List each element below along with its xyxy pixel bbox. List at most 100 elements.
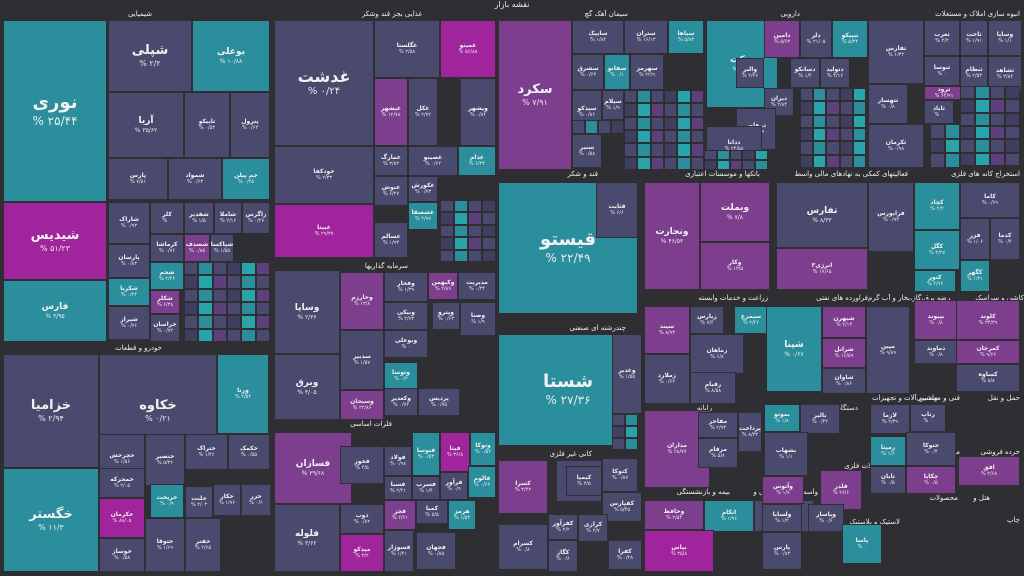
stock-tile[interactable]: کساوه% ۸/۸ <box>956 364 1020 392</box>
stock-tile[interactable]: ثتهساز% ۰/۸ <box>868 84 908 124</box>
stock-tile[interactable]: دماوند% ۰/۸ <box>914 340 958 364</box>
stock-tile[interactable]: تفارس% ۸/۳۳ <box>776 182 868 248</box>
small-stock-tile[interactable] <box>1005 139 1020 153</box>
small-stock-tile[interactable] <box>482 249 496 262</box>
small-stock-tile[interactable] <box>1005 99 1020 113</box>
stock-tile[interactable]: غمینو% ۵۶/۸۸ <box>440 20 496 78</box>
small-stock-tile[interactable] <box>624 156 638 170</box>
stock-tile[interactable]: وصنا% ۱/۹ <box>460 302 496 336</box>
small-stock-tile[interactable] <box>826 154 840 168</box>
stock-tile[interactable]: کگل% ۳/۲۷ <box>914 230 960 270</box>
stock-tile[interactable]: نوری% ۲۵/۴۴ <box>3 20 107 202</box>
stock-tile[interactable]: کسرا% ۳/۴۲ <box>498 460 548 514</box>
small-stock-tile[interactable] <box>227 302 242 316</box>
stock-tile[interactable]: فرابورس% ۰/۹۳ <box>868 182 914 252</box>
small-stock-tile[interactable] <box>184 288 199 302</box>
stock-tile[interactable]: ثکرمان% ۰/۹۸ <box>868 124 924 168</box>
stock-tile[interactable]: فسوژار% ۱/۲۱ <box>384 530 414 572</box>
stock-tile[interactable]: ونجارت% ۴۶/۵۳ <box>644 182 700 290</box>
stock-tile[interactable]: خزامیا% ۲/۹۴ <box>3 354 99 468</box>
stock-tile[interactable]: خکمک% ۰/۵۵ <box>228 434 270 470</box>
small-stock-tile[interactable] <box>826 114 840 128</box>
small-stock-tile[interactable] <box>677 116 691 130</box>
small-stock-tile[interactable] <box>690 103 704 117</box>
small-stock-tile[interactable] <box>960 86 975 100</box>
stock-tile[interactable]: بموتو% ۱/۸ <box>764 404 800 432</box>
small-stock-tile[interactable] <box>975 126 990 140</box>
small-stock-tile[interactable] <box>625 414 638 426</box>
stock-tile[interactable]: ثاخت% ۱/۹۱ <box>960 20 988 56</box>
small-stock-tile[interactable] <box>839 154 853 168</box>
stock-tile[interactable]: بپاس% ۳۵/۸ <box>644 530 714 572</box>
stock-tile[interactable]: شبهرن% ۲/۱۳ <box>822 306 866 338</box>
small-stock-tile[interactable] <box>664 130 678 144</box>
small-stock-tile[interactable] <box>468 249 482 262</box>
small-stock-tile[interactable] <box>677 103 691 117</box>
small-stock-tile[interactable] <box>241 315 256 329</box>
stock-tile[interactable]: وکار% ۱۳/۵ <box>700 242 770 290</box>
stock-tile[interactable]: شپاکسا% ۱/۵۵ <box>210 234 234 262</box>
small-stock-tile[interactable] <box>690 130 704 144</box>
stock-tile[interactable]: وسبحان% ۲۲/۸۶ <box>340 390 384 420</box>
stock-tile[interactable]: ثفارس% ۱/۳۲ <box>868 20 924 84</box>
stock-tile[interactable]: سدبیر% ۱/۵۷ <box>340 330 384 390</box>
stock-tile[interactable]: شپنا% ۰/۶۷ <box>766 306 822 392</box>
stock-tile[interactable]: فارس% ۳/۹۵ <box>3 280 107 342</box>
stock-tile[interactable]: مفاخر% ۲/۹۳ <box>698 412 738 438</box>
stock-tile[interactable]: وکغدیر% ۰/۷۲ <box>384 388 418 416</box>
stock-tile[interactable]: شیراز% ۰/۷۶ <box>108 306 150 340</box>
stock-tile[interactable]: کنور% ۲/۹۶ <box>914 270 956 292</box>
small-stock-tile[interactable] <box>826 141 840 155</box>
stock-tile[interactable]: کاما% ۰/۶۹ <box>960 182 1020 218</box>
stock-tile[interactable]: سشرق% ۰/۶۳ <box>572 54 604 90</box>
stock-tile[interactable]: وبملت% ۷/۸ <box>700 182 770 242</box>
small-stock-tile[interactable] <box>664 143 678 157</box>
small-stock-tile[interactable] <box>212 262 227 276</box>
small-stock-tile[interactable] <box>839 88 853 102</box>
stock-tile[interactable]: پرداخت% ۸/۳۴ <box>738 412 762 452</box>
stock-tile[interactable]: شفدیر% ۱/۵ <box>184 202 214 234</box>
small-stock-tile[interactable] <box>624 130 638 144</box>
stock-tile[interactable]: پارس% ۰/۸۳ <box>762 532 802 570</box>
small-stock-tile[interactable] <box>813 154 827 168</box>
stock-tile[interactable]: سپاها% ۵/۸۳ <box>668 20 704 54</box>
small-stock-tile[interactable] <box>677 156 691 170</box>
stock-tile[interactable]: شجم% ۲/۲۶ <box>150 262 184 290</box>
stock-tile[interactable]: لازما% ۲/۳۹ <box>870 404 910 434</box>
stock-tile[interactable]: زاگرس% ۰/۲۷ <box>242 202 270 234</box>
stock-tile[interactable]: دسانکو% ۱/۴ <box>790 58 820 88</box>
small-stock-tile[interactable] <box>184 328 199 342</box>
small-stock-tile[interactable] <box>227 288 242 302</box>
small-stock-tile[interactable] <box>930 153 945 168</box>
stock-tile[interactable]: خریخت% ۰/۹ <box>150 484 184 518</box>
small-stock-tile[interactable] <box>184 302 199 316</box>
small-stock-tile[interactable] <box>990 152 1005 166</box>
small-stock-tile[interactable] <box>468 200 482 213</box>
stock-tile[interactable]: افق% ۲/۶۸ <box>958 456 1020 486</box>
small-stock-tile[interactable] <box>800 141 814 155</box>
stock-tile[interactable]: غبیتا% ۲۹/۳۷ <box>274 204 374 258</box>
stock-tile[interactable]: کلر% ۰ <box>150 202 184 234</box>
small-stock-tile[interactable] <box>729 160 743 170</box>
stock-tile[interactable]: زقیام% ۸/۵۸ <box>690 372 736 404</box>
stock-tile[interactable]: پارس% ۷/۵۱ <box>108 158 168 200</box>
stock-tile[interactable]: ولساپا% ۱/۲ <box>762 504 802 532</box>
small-stock-tile[interactable] <box>198 302 213 316</box>
small-stock-tile[interactable] <box>572 120 585 134</box>
stock-tile[interactable]: شاراک% ۰/۹۳ <box>108 202 150 244</box>
stock-tile[interactable]: تاپیکو% ۰/۵۳ <box>184 92 230 158</box>
small-stock-tile[interactable] <box>440 249 454 262</box>
stock-tile[interactable]: انرژی۳% ۱۷/۶۵ <box>776 248 868 290</box>
small-stock-tile[interactable] <box>960 139 975 153</box>
small-stock-tile[interactable] <box>625 426 638 438</box>
small-stock-tile[interactable] <box>852 154 866 168</box>
small-stock-tile[interactable] <box>612 438 625 450</box>
stock-tile[interactable]: سایپک% ۱/۸۴ <box>572 20 624 54</box>
small-stock-tile[interactable] <box>945 138 960 154</box>
small-stock-tile[interactable] <box>227 275 242 289</box>
stock-tile[interactable]: هرمز% ۱/۵۳ <box>448 500 476 530</box>
stock-tile[interactable]: سیند% ۸/۹۳ <box>644 306 690 354</box>
small-stock-tile[interactable] <box>624 90 638 104</box>
small-stock-tile[interactable] <box>241 328 256 342</box>
stock-tile[interactable]: فیتا% ۳۶/۸ <box>440 432 470 472</box>
